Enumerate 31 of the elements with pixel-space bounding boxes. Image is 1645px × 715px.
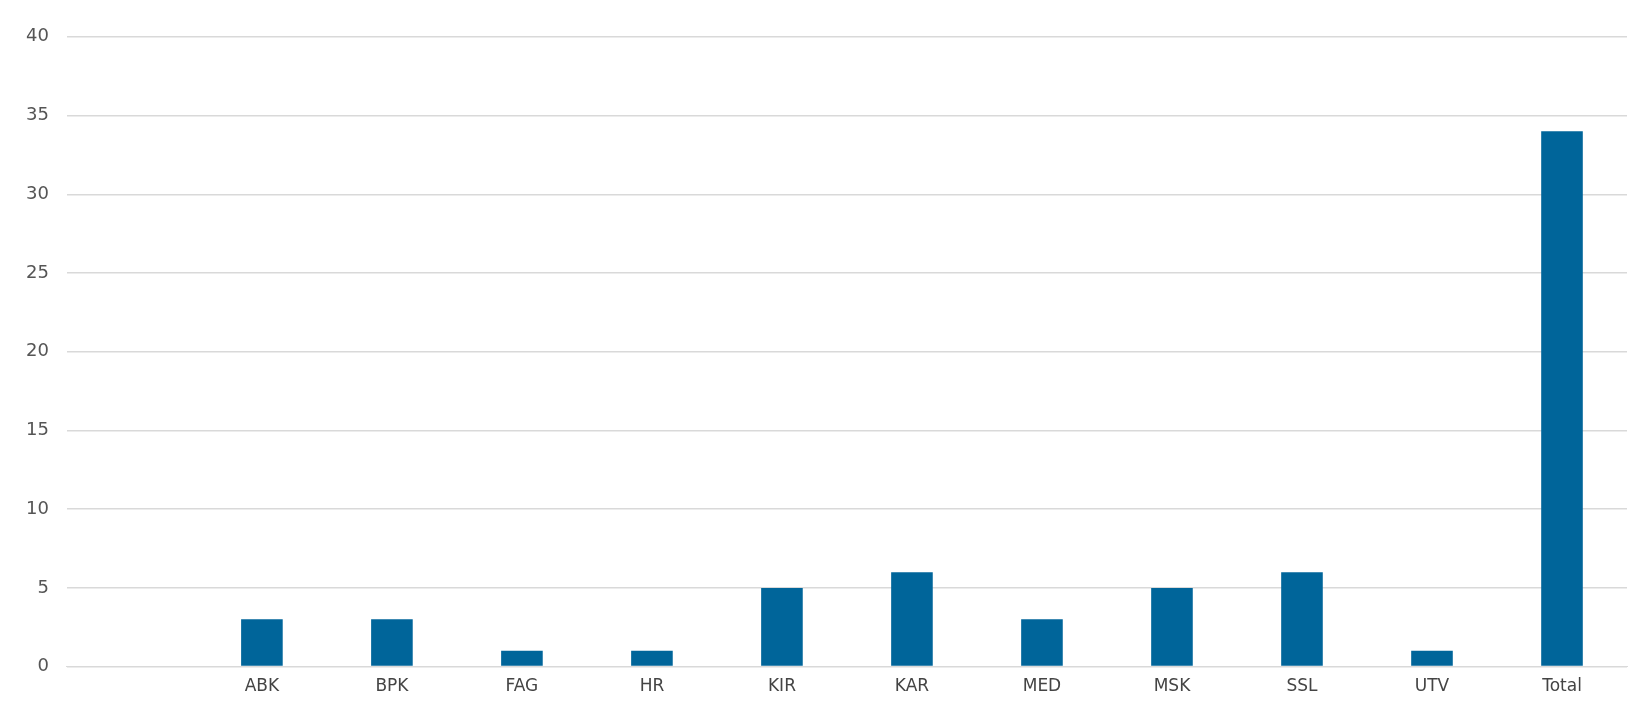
- bar: [891, 572, 933, 666]
- bar: [1541, 131, 1583, 666]
- y-tick-label: 0: [37, 654, 49, 676]
- x-tick-label: ABK: [244, 675, 280, 696]
- x-tick-label: BPK: [375, 675, 410, 696]
- bar: [241, 619, 283, 666]
- y-tick-label: 25: [26, 260, 49, 282]
- bar: [1281, 572, 1323, 666]
- x-tick-label: UTV: [1414, 675, 1450, 696]
- y-tick-label: 20: [26, 339, 49, 361]
- y-tick-label: 10: [26, 496, 49, 518]
- x-tick-label: SSL: [1286, 675, 1319, 696]
- bar: [631, 650, 673, 666]
- y-tick-label: 30: [26, 181, 49, 203]
- bar: [1411, 650, 1453, 666]
- x-tick-label: FAG: [505, 675, 539, 696]
- y-tick-label: 35: [26, 103, 49, 125]
- bar: [761, 587, 803, 666]
- y-tick-label: 5: [37, 575, 49, 597]
- bar: [1021, 619, 1063, 666]
- y-tick-label: 40: [26, 24, 49, 46]
- x-tick-label: MED: [1022, 675, 1062, 696]
- x-tick-label: Total: [1541, 675, 1582, 696]
- y-tick-label: 15: [26, 418, 49, 440]
- x-tick-label: MSK: [1153, 675, 1192, 696]
- x-tick-label: KAR: [894, 675, 930, 696]
- bar: [1151, 587, 1193, 666]
- bar: [501, 650, 543, 666]
- x-tick-label: HR: [639, 675, 665, 696]
- x-tick-label: KIR: [767, 675, 797, 696]
- bar: [371, 619, 413, 666]
